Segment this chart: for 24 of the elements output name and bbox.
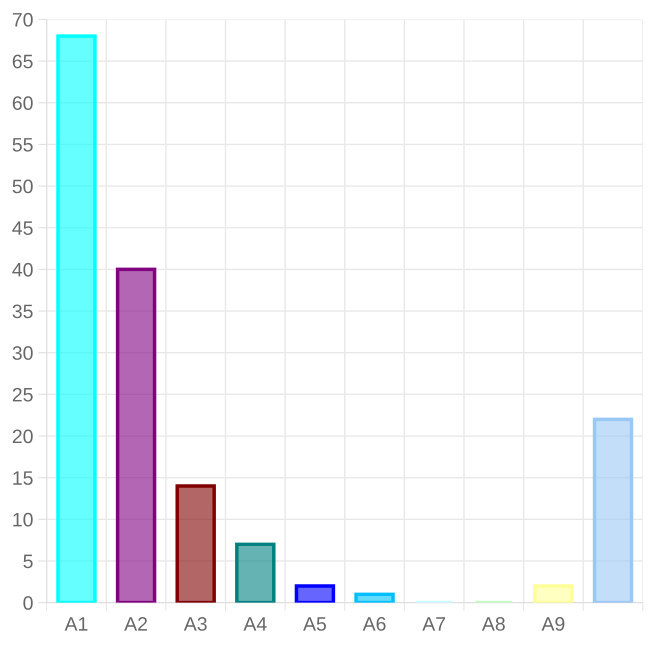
x-tick-label: A3	[184, 617, 207, 631]
y-tick-label: 20	[12, 429, 33, 444]
y-tick-label: 10	[13, 512, 33, 527]
x-tick-label: A5	[303, 617, 326, 631]
y-tick-label: 35	[12, 304, 33, 318]
x-tick-label: A2	[124, 617, 147, 631]
x-tick-label: A8	[482, 617, 505, 631]
y-tick-label: 30	[12, 346, 33, 360]
y-tick-label: 60	[12, 96, 33, 110]
y-tick-label: 5	[23, 554, 33, 568]
y-tick-label: 0	[23, 596, 33, 610]
y-tick-label: 40	[12, 262, 33, 277]
x-tick-label: A1	[64, 617, 88, 631]
y-tick-label: 15	[13, 471, 33, 485]
y-tick-label: 55	[12, 138, 33, 152]
y-tick-label: 45	[12, 221, 33, 235]
x-tick-label: A7	[422, 617, 446, 631]
x-tick-label: A6	[362, 617, 386, 631]
y-tick-label: 50	[12, 180, 33, 194]
x-tick-label: A9	[542, 617, 564, 631]
y-tick-label: 25	[12, 388, 33, 402]
y-tick-label: 65	[12, 54, 33, 68]
x-tick-label: A4	[243, 617, 267, 631]
y-tick-label: 70	[12, 12, 33, 27]
